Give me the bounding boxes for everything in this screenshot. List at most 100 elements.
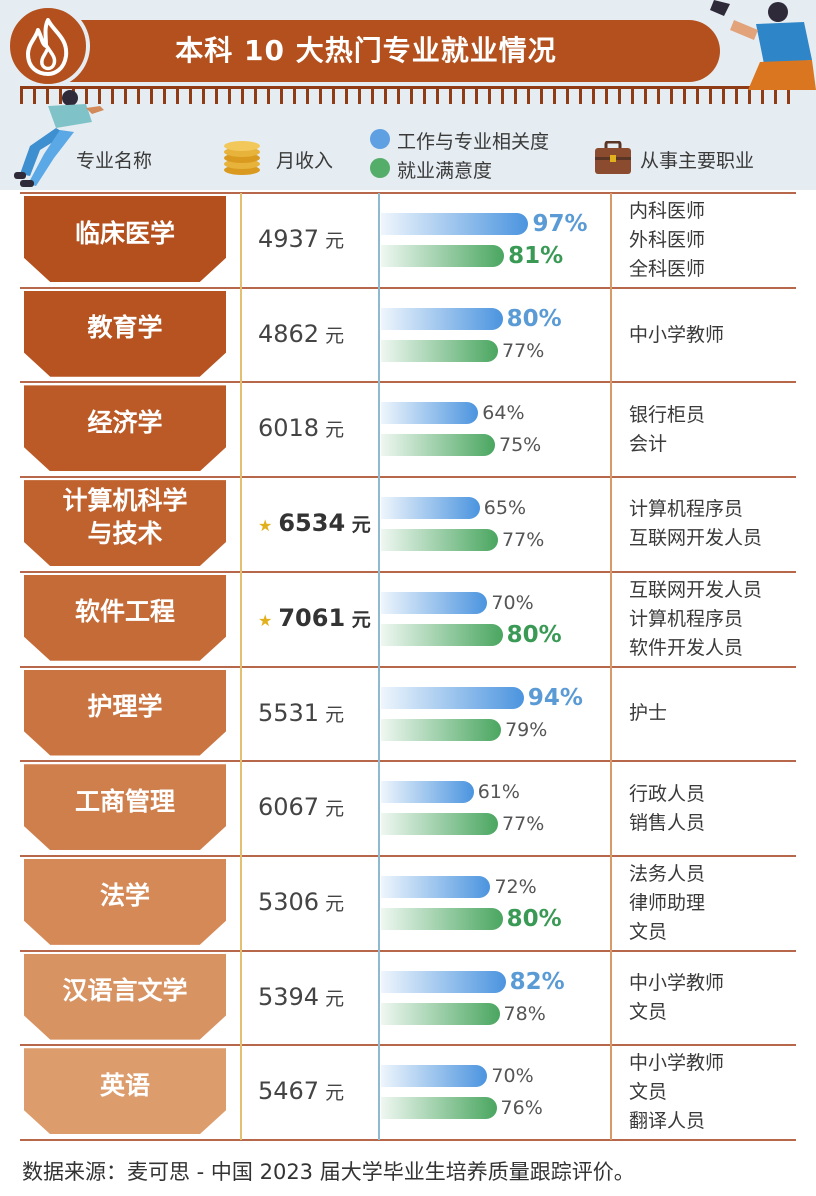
- major-name: 经济学: [24, 385, 226, 472]
- occupation-item: 翻译人员: [629, 1110, 706, 1133]
- occupation-item: 律师助理: [629, 891, 706, 914]
- satisfaction-bar: [381, 434, 495, 457]
- occupation-item: 计算机程序员: [629, 498, 744, 521]
- satisfaction-label: 76%: [500, 1097, 543, 1120]
- satisfaction-label: 78%: [503, 1002, 546, 1025]
- income-value: 6534: [278, 509, 346, 538]
- relevance-label: 64%: [482, 402, 525, 425]
- relevance-label: 80%: [506, 305, 562, 332]
- satisfaction-bar: [381, 813, 499, 836]
- income-value: 4862: [258, 319, 320, 348]
- major-name: 计算机科学 与技术: [24, 480, 226, 567]
- flame-badge: [6, 4, 90, 88]
- person-illustration-left: [14, 90, 104, 187]
- occupation-item: 全科医师: [629, 257, 706, 280]
- occupation-item: 软件开发人员: [629, 636, 744, 659]
- relevance-label: 82%: [509, 968, 565, 995]
- relevance-bar: [381, 686, 524, 709]
- relevance-bar: [381, 591, 488, 614]
- monthly-income: 5531 元: [258, 698, 344, 728]
- occupation-item: 中小学教师: [629, 971, 725, 994]
- major-name: 工商管理: [24, 764, 226, 851]
- satisfaction-bar: [381, 623, 503, 646]
- satisfaction-label: 75%: [499, 434, 542, 457]
- occupation-item: 文员: [629, 1000, 668, 1023]
- occupation-item: 互联网开发人员: [629, 578, 763, 601]
- monthly-income: 4937 元: [258, 224, 344, 254]
- row-separator: [20, 1139, 796, 1141]
- row-separator: [20, 381, 796, 384]
- header-jobs: 从事主要职业: [640, 150, 755, 172]
- monthly-income: 6018 元: [258, 413, 344, 443]
- relevance-label: 65%: [483, 497, 527, 520]
- relevance-label: 70%: [491, 591, 534, 614]
- source-footnote: 数据来源：麦可思 - 中国 2023 届大学毕业生培养质量跟踪评价。: [22, 1160, 635, 1184]
- occupation-list: 中小学教师 文员: [629, 969, 809, 1027]
- satisfaction-label: 77%: [502, 813, 545, 836]
- coins-icon: [224, 141, 260, 175]
- major-name: 软件工程: [24, 574, 226, 661]
- relevance-label: 61%: [477, 781, 520, 804]
- major-name: 汉语言文学: [24, 953, 226, 1040]
- income-value: 6067: [258, 793, 320, 822]
- occupation-item: 文员: [629, 920, 668, 943]
- row-separator: [20, 476, 796, 479]
- row-separator: [20, 286, 796, 289]
- briefcase-icon: [595, 141, 631, 174]
- relevance-label: 72%: [494, 875, 537, 898]
- income-value: 5531: [258, 698, 320, 727]
- monthly-income: 4862 元: [258, 319, 344, 349]
- income-unit: 元: [319, 419, 345, 442]
- satisfaction-label: 79%: [505, 718, 548, 741]
- divider-income: [240, 193, 242, 1140]
- occupation-list: 互联网开发人员 计算机程序员 软件开发人员: [629, 576, 809, 663]
- occupation-item: 银行柜员: [629, 403, 706, 426]
- occupation-item: 销售人员: [629, 811, 706, 834]
- major-name: 教育学: [24, 290, 226, 377]
- divider-jobs: [610, 193, 612, 1140]
- income-unit: 元: [345, 608, 371, 631]
- row-separator: [20, 760, 796, 763]
- satisfaction-bar: [381, 245, 505, 267]
- relevance-bar: [381, 970, 506, 993]
- income-unit: 元: [319, 230, 345, 252]
- occupation-item: 法务人员: [629, 862, 706, 885]
- occupation-item: 计算机程序员: [629, 607, 744, 630]
- major-name: 临床医学: [24, 196, 226, 282]
- occupation-item: 会计: [629, 432, 668, 455]
- occupation-item: 文员: [629, 1081, 668, 1104]
- occupation-list: 计算机程序员 互联网开发人员: [629, 495, 809, 553]
- row-separator: [20, 665, 796, 668]
- relevance-bar: [381, 213, 529, 235]
- occupation-list: 护士: [629, 699, 809, 728]
- occupation-list: 内科医师 外科医师 全科医师: [629, 197, 809, 284]
- monthly-income: 5467 元: [258, 1076, 344, 1106]
- person-illustration-right: [710, 0, 816, 90]
- divider-bars: [378, 193, 380, 1140]
- title-banner: 本科 10 大热门专业就业情况: [12, 20, 720, 82]
- income-unit: 元: [345, 514, 371, 537]
- satisfaction-label: 77%: [502, 339, 545, 362]
- relevance-bar: [381, 497, 480, 520]
- satisfaction-bar: [381, 529, 499, 552]
- major-name: 护理学: [24, 669, 226, 756]
- satisfaction-bar: [381, 339, 499, 362]
- satisfaction-bar: [381, 907, 503, 930]
- occupation-list: 法务人员律师助理文员: [629, 860, 809, 947]
- relevance-label: 97%: [532, 211, 588, 237]
- income-value: 7061: [278, 603, 346, 632]
- occupation-list: 中小学教师: [629, 321, 809, 350]
- occupation-item: 中小学教师: [629, 323, 725, 346]
- relevance-label: 70%: [491, 1065, 534, 1088]
- income-value: 5394: [258, 982, 320, 1011]
- occupation-item: 护士: [629, 702, 668, 725]
- occupation-item: 互联网开发人员: [629, 527, 763, 550]
- major-name: 法学: [24, 858, 226, 945]
- relevance-label: 94%: [527, 684, 583, 711]
- header-income: 月收入: [276, 150, 334, 172]
- row-separator: [20, 1044, 796, 1047]
- row-separator: [20, 570, 796, 573]
- income-unit: 元: [319, 798, 345, 821]
- legend-relevance: 工作与专业相关度: [397, 131, 550, 153]
- monthly-income: ★ 6534 元: [258, 508, 371, 538]
